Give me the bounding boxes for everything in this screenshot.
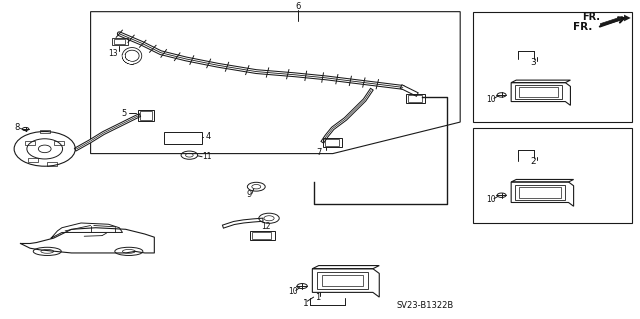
Text: 3: 3 [531,58,536,67]
Bar [138,110,154,122]
Bar [322,275,364,286]
Polygon shape [600,16,623,26]
Bar [111,38,127,45]
Text: FR.: FR. [573,22,593,33]
Bar [40,130,50,133]
Text: 13: 13 [108,49,118,58]
Bar [114,39,125,44]
Bar [252,232,271,239]
Text: 10: 10 [289,287,298,296]
Text: 1: 1 [303,299,309,308]
Text: 12: 12 [261,222,271,231]
Bar [54,141,64,145]
Text: 6: 6 [295,3,300,11]
Text: 7: 7 [316,147,321,157]
Text: 4: 4 [205,132,211,141]
Text: 10: 10 [486,196,495,204]
Bar [140,111,152,121]
Bar [250,231,275,240]
Bar [47,162,58,166]
Bar [515,184,564,200]
Bar [515,85,561,99]
Text: 9: 9 [246,190,252,199]
Text: SV23-B1322B: SV23-B1322B [396,301,454,310]
Bar [317,272,368,289]
Text: 5: 5 [121,109,126,118]
Bar [325,139,339,146]
Bar [519,87,557,97]
Text: 8: 8 [15,123,20,132]
Bar [406,94,425,103]
Text: 2: 2 [531,157,536,166]
Text: 11: 11 [202,152,212,161]
Bar [25,141,35,145]
Bar [408,95,422,102]
Bar [28,158,38,162]
Bar [519,187,561,198]
Text: 10: 10 [486,95,495,104]
Text: 1: 1 [316,293,321,301]
Text: FR.: FR. [582,12,600,22]
Bar [164,131,202,144]
Bar [323,138,342,147]
